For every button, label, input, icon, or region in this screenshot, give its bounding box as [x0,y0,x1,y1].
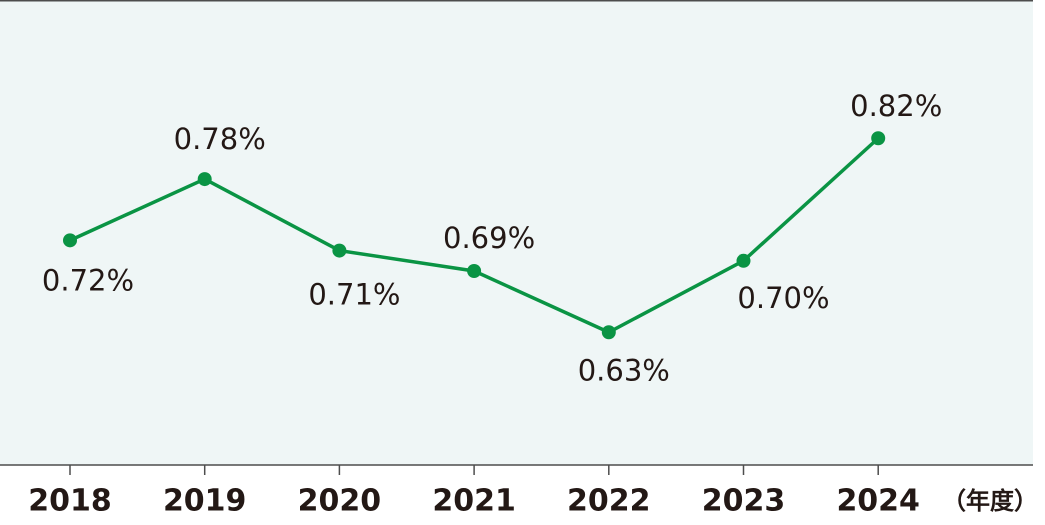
point [63,233,77,248]
point [601,325,616,340]
data-label: 0.70% [737,281,829,315]
data-label: 0.69% [443,221,535,255]
x-tick-label: 2019 [163,484,247,519]
data-label: 0.78% [174,122,266,156]
point [736,253,751,268]
point [467,263,482,278]
data-label: 0.71% [308,278,400,312]
point [871,131,886,146]
point [197,172,212,187]
x-axis-label: （年度） [942,487,1038,515]
data-label: 0.82% [850,89,942,123]
point [332,243,347,258]
x-tick-label: 2022 [567,484,651,519]
x-tick-label: 2021 [432,484,516,519]
data-label: 0.63% [578,353,670,387]
data-label: 0.72% [42,263,134,297]
x-tick-label: 2023 [702,484,786,519]
x-tick-label: 2024 [836,484,920,519]
plot-background [0,0,1033,465]
x-tick-label: 2020 [298,484,382,519]
x-tick-label: 2018 [28,484,112,519]
